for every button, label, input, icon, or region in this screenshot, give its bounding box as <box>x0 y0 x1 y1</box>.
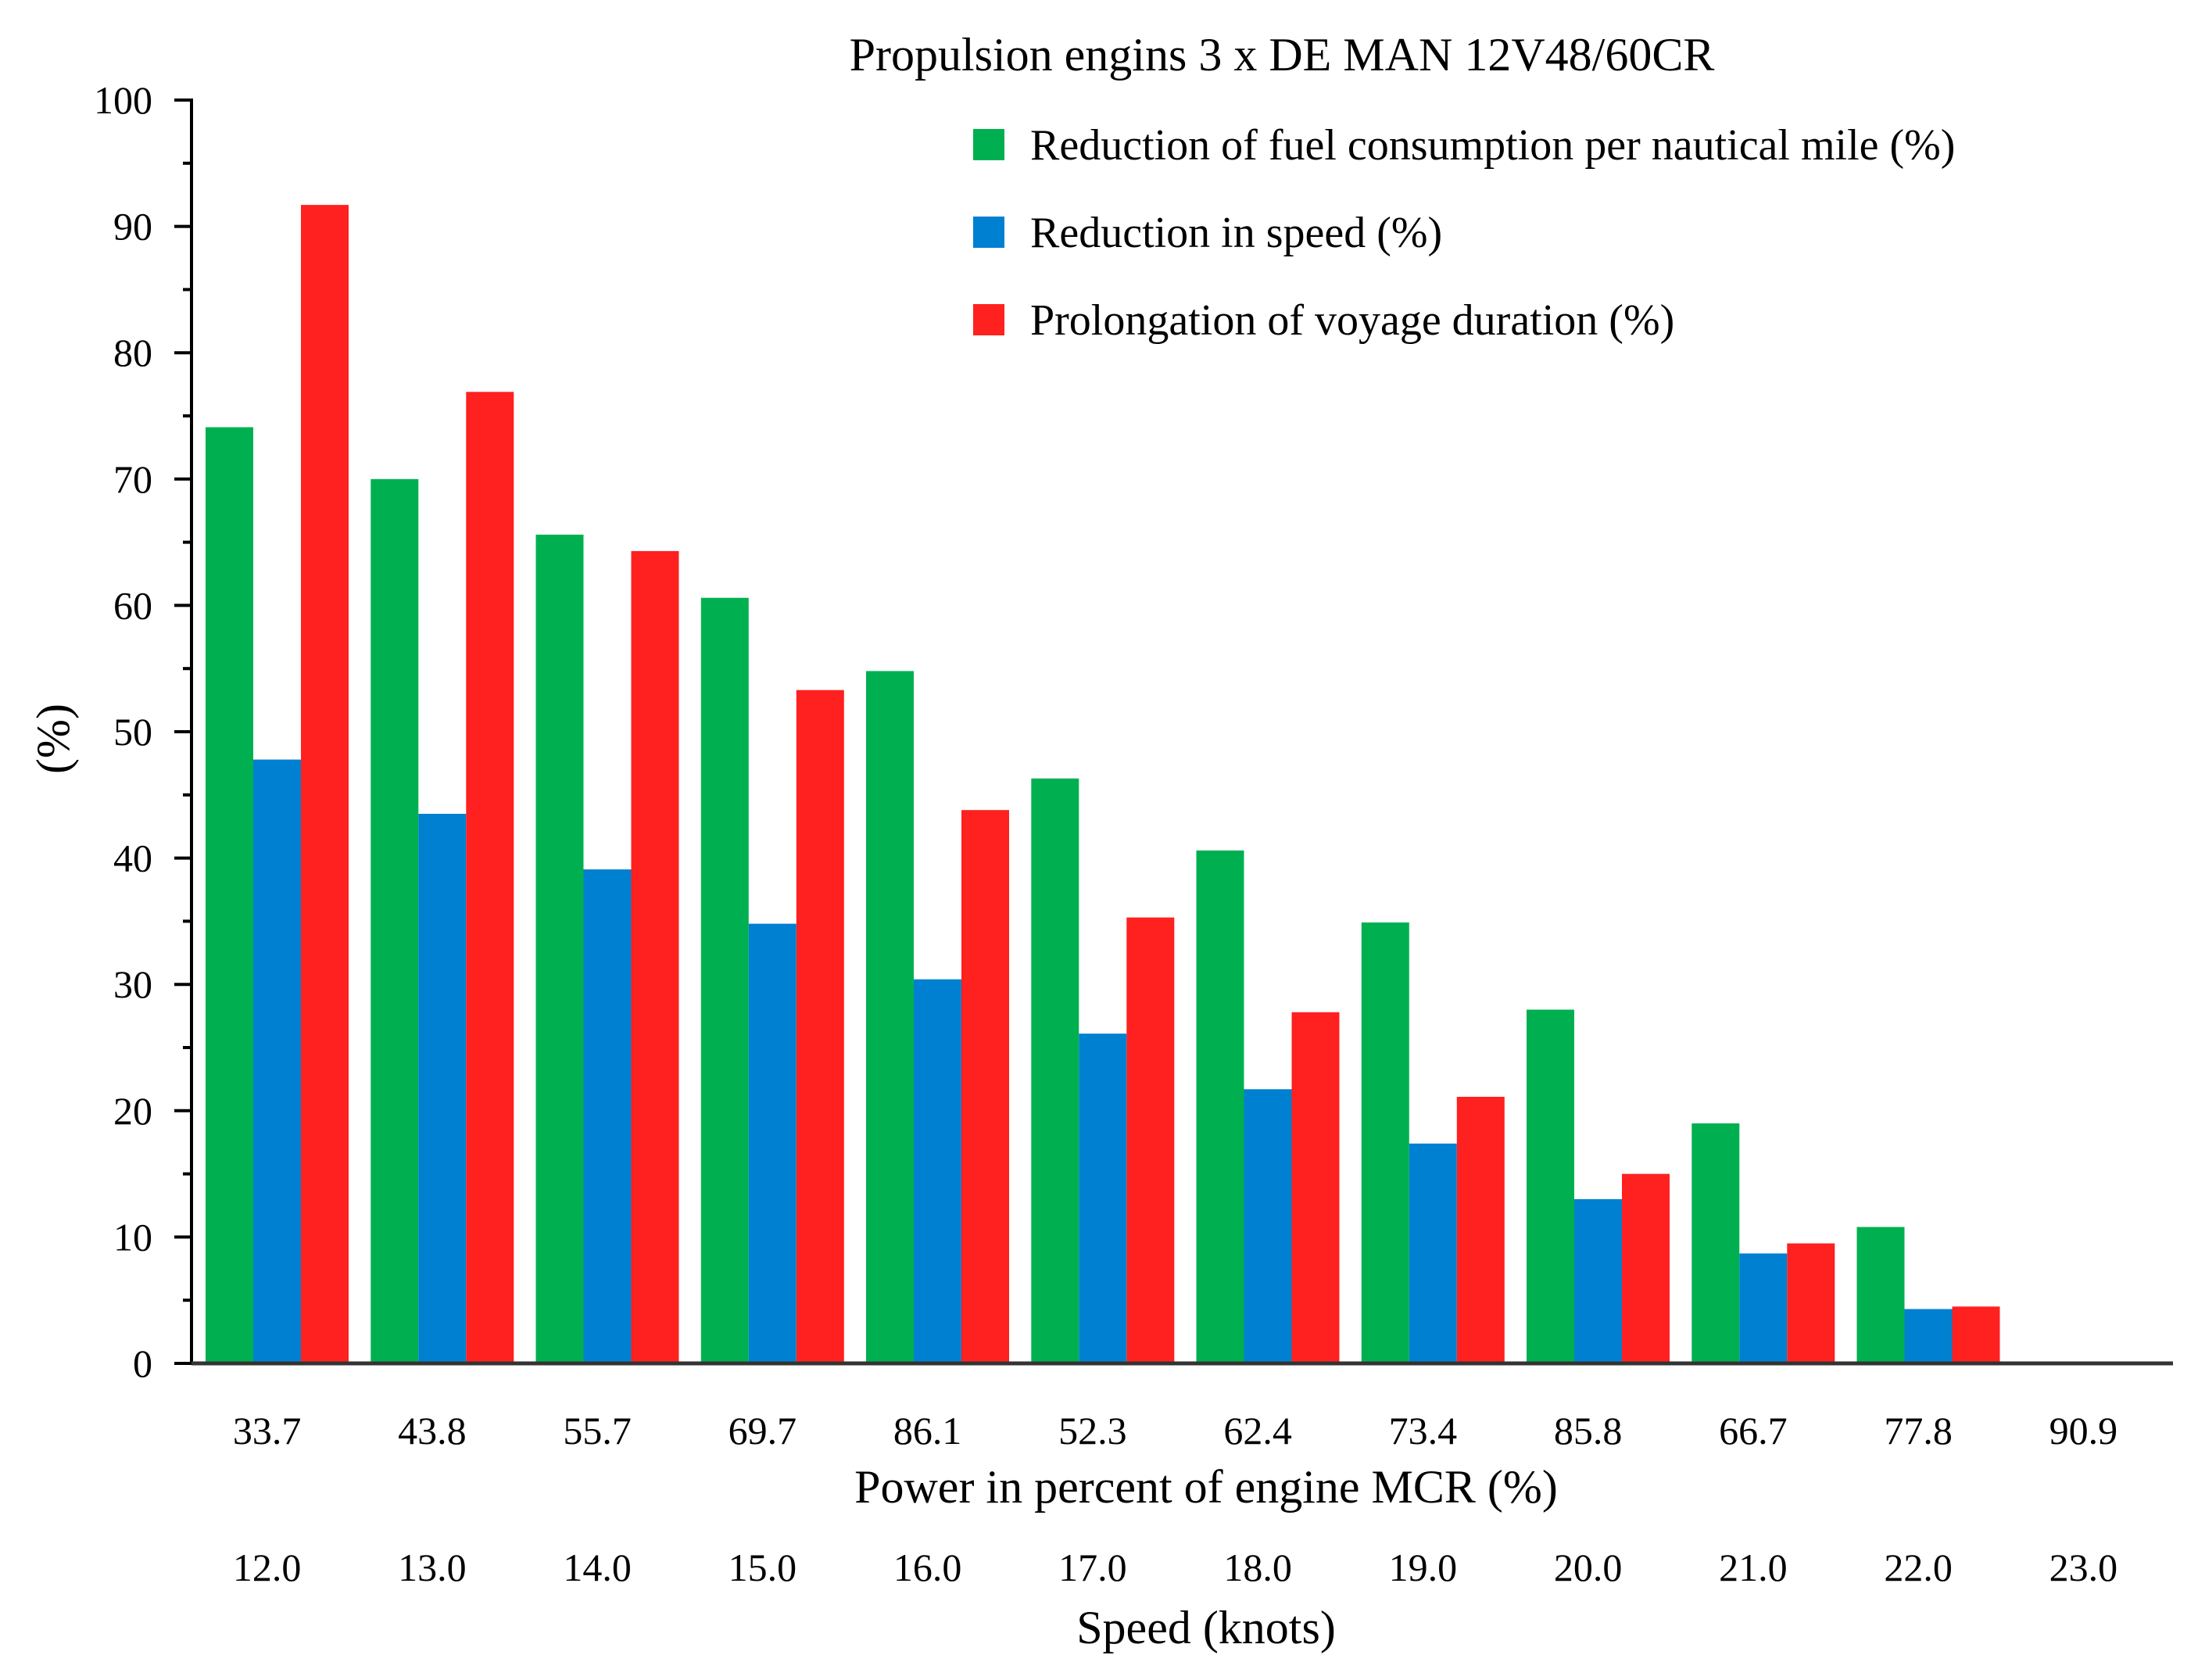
bar-series-3-55.7 <box>631 550 679 1363</box>
bar-series-3-69.7 <box>796 690 844 1363</box>
secondary-x-tick-label: 12.0 <box>233 1546 302 1589</box>
bar-series-3-62.4 <box>1291 1012 1340 1363</box>
legend-label-2: Reduction in speed (%) <box>1030 209 1442 257</box>
bar-series-2-73.4 <box>1409 1143 1457 1363</box>
bar-series-1-69.7 <box>700 597 749 1363</box>
bar-series-2-86.1 <box>914 979 961 1363</box>
secondary-x-tick-label: 17.0 <box>1058 1546 1127 1589</box>
bar-series-3-85.8 <box>1622 1173 1670 1363</box>
y-tick-label: 60 <box>113 583 152 627</box>
legend-swatch-3 <box>973 304 1004 335</box>
bar-series-3-52.3 <box>1126 917 1175 1363</box>
bar-series-2-77.8 <box>1904 1309 1953 1363</box>
secondary-x-tick-label: 20.0 <box>1554 1546 1623 1589</box>
bar-series-3-77.8 <box>1952 1306 2000 1363</box>
bar-series-2-66.7 <box>1739 1253 1788 1363</box>
secondary-x-tick-label: 18.0 <box>1223 1546 1292 1589</box>
bar-series-1-85.8 <box>1527 1009 1574 1363</box>
bar-series-2-55.7 <box>583 869 632 1363</box>
x-tick-label: 85.8 <box>1554 1409 1623 1453</box>
legend-swatch-2 <box>973 217 1004 248</box>
x-tick-label: 69.7 <box>728 1409 797 1453</box>
bar-series-2-33.7 <box>253 759 301 1363</box>
y-tick-label: 20 <box>113 1089 152 1133</box>
bar-series-2-85.8 <box>1574 1198 1622 1363</box>
y-tick-label: 100 <box>94 78 152 122</box>
bar-series-2-62.4 <box>1244 1089 1292 1363</box>
secondary-x-tick-label: 15.0 <box>728 1546 797 1589</box>
bar-series-3-73.4 <box>1456 1097 1505 1363</box>
y-axis-label: (%) <box>27 704 79 774</box>
secondary-x-tick-label: 14.0 <box>563 1546 632 1589</box>
chart-title: Propulsion engins 3 x DE MAN 12V48/60CR <box>850 29 1715 81</box>
legend-label-1: Reduction of fuel consumption per nautic… <box>1030 121 1955 170</box>
x-tick-label: 52.3 <box>1058 1409 1127 1453</box>
bar-series-3-86.1 <box>961 810 1009 1363</box>
y-tick-label: 40 <box>113 836 152 880</box>
legend-swatch-1 <box>973 129 1004 160</box>
bar-series-1-66.7 <box>1691 1123 1740 1363</box>
bar-series-3-43.8 <box>466 392 514 1363</box>
axes-layer: 0 10 20 30 40 50 60 70 80 90 100 33.7 12.0 43.8 13.0 55… <box>94 78 2173 1589</box>
legend-label-3: Prolongation of voyage duration (%) <box>1030 296 1674 345</box>
y-tick-label: 30 <box>113 962 152 1006</box>
bar-series-3-33.7 <box>301 205 349 1364</box>
y-tick-label: 50 <box>113 710 152 754</box>
x-axis-label: Power in percent of engine MCR (%) <box>854 1461 1558 1513</box>
x-tick-label: 43.8 <box>398 1409 467 1453</box>
y-tick-label: 70 <box>113 457 152 501</box>
bar-series-1-55.7 <box>535 534 584 1363</box>
bar-series-1-33.7 <box>206 427 253 1363</box>
x-tick-label: 55.7 <box>563 1409 632 1453</box>
bar-series-1-52.3 <box>1031 778 1079 1363</box>
bar-series-1-62.4 <box>1196 850 1244 1363</box>
x-tick-label: 62.4 <box>1223 1409 1292 1453</box>
x-tick-label: 66.7 <box>1719 1409 1788 1453</box>
bar-series-2-52.3 <box>1079 1033 1127 1363</box>
x-tick-label: 73.4 <box>1389 1409 1458 1453</box>
bar-series-1-73.4 <box>1361 922 1409 1363</box>
bar-series-1-77.8 <box>1856 1227 1905 1363</box>
x-tick-label: 90.9 <box>2049 1409 2118 1453</box>
x-tick-label: 33.7 <box>233 1409 302 1453</box>
x-tick-label: 86.1 <box>893 1409 962 1453</box>
bars-layer <box>206 205 2000 1364</box>
bar-series-2-69.7 <box>748 923 797 1363</box>
y-tick-label: 80 <box>113 331 152 374</box>
secondary-x-tick-label: 23.0 <box>2049 1546 2118 1589</box>
y-tick-label: 10 <box>113 1215 152 1259</box>
legend: Reduction of fuel consumption per nautic… <box>973 121 1955 345</box>
bar-series-1-43.8 <box>371 478 419 1363</box>
x-tick-label: 77.8 <box>1884 1409 1953 1453</box>
secondary-x-tick-label: 16.0 <box>893 1546 962 1589</box>
bar-series-3-66.7 <box>1787 1243 1835 1363</box>
secondary-x-tick-label: 22.0 <box>1884 1546 1953 1589</box>
y-tick-label: 0 <box>133 1341 152 1385</box>
secondary-x-tick-label: 19.0 <box>1389 1546 1458 1589</box>
bar-series-1-86.1 <box>866 671 914 1363</box>
bar-series-2-43.8 <box>418 814 467 1363</box>
secondary-x-axis-label: Speed (knots) <box>1076 1602 1336 1653</box>
secondary-x-tick-label: 21.0 <box>1719 1546 1788 1589</box>
y-tick-label: 90 <box>113 205 152 249</box>
secondary-x-tick-label: 13.0 <box>398 1546 467 1589</box>
